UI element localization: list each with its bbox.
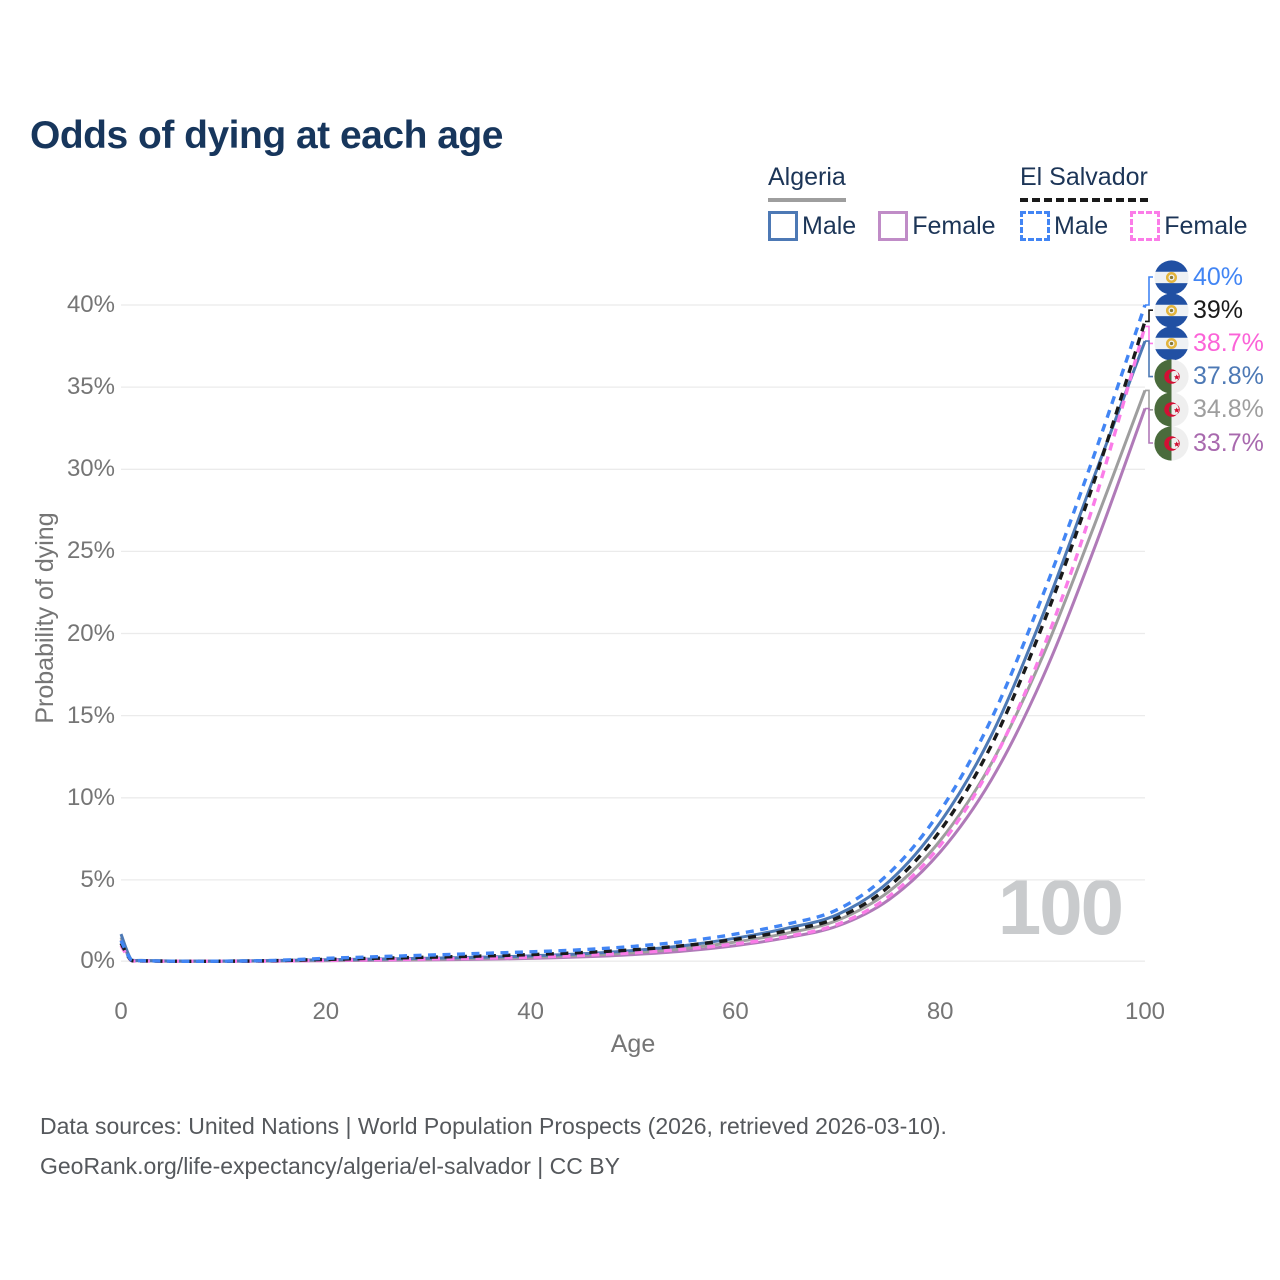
end-label-value: 34.8% <box>1193 395 1264 424</box>
end-label-value: 33.7% <box>1193 428 1264 457</box>
end-label-algeria-female: 33.7% <box>1154 425 1264 461</box>
y-tick-20%: 20% <box>66 619 115 647</box>
y-tick-5%: 5% <box>80 865 115 893</box>
algeria-flag-icon <box>1154 425 1189 461</box>
x-tick-40: 40 <box>517 998 544 1025</box>
end-label-leader <box>1145 407 1153 444</box>
legend-item-el-salvador-male[interactable]: Male <box>1020 211 1108 241</box>
x-tick-60: 60 <box>722 998 749 1025</box>
y-tick-35%: 35% <box>66 373 115 401</box>
end-label-leader <box>1145 340 1153 378</box>
end-label-algeria-male: 37.8% <box>1154 359 1264 395</box>
el-salvador-flag-icon <box>1154 293 1189 328</box>
legend-item-algeria-female[interactable]: Female <box>878 211 996 241</box>
legend-country-el-salvador[interactable]: El Salvador <box>1020 163 1148 202</box>
el-salvador-female-swatch-icon <box>1130 211 1161 241</box>
legend-group-algeria: Algeria Male Female <box>768 163 1018 241</box>
y-axis-title: Probability of dying <box>31 512 59 724</box>
algeria-male-swatch-icon <box>768 211 798 241</box>
algeria-female-swatch-icon <box>878 211 909 241</box>
y-tick-25%: 25% <box>66 537 115 565</box>
x-tick-0: 0 <box>114 998 128 1025</box>
age-watermark: 100 <box>997 863 1124 951</box>
legend-item-label: Female <box>1164 211 1248 240</box>
legend-item-el-salvador-female[interactable]: Female <box>1130 211 1248 241</box>
end-label-value: 38.7% <box>1193 328 1264 357</box>
series-line-el-salvador-female[interactable] <box>119 325 1147 963</box>
legend-item-label: Female <box>912 211 996 240</box>
end-label-el-salvador-both: 39% <box>1154 292 1243 328</box>
end-label-leader <box>1145 389 1153 411</box>
end-label-leader <box>1145 276 1153 306</box>
x-axis-title: Age <box>610 1030 656 1058</box>
el-salvador-flag-icon <box>1154 259 1189 295</box>
end-label-leader <box>1145 325 1153 345</box>
series-line-el-salvador-male[interactable] <box>119 304 1147 963</box>
legend-item-label: Male <box>1054 211 1109 240</box>
y-tick-30%: 30% <box>66 455 115 483</box>
y-tick-15%: 15% <box>66 701 115 729</box>
el-salvador-flag-icon <box>1154 326 1189 361</box>
algeria-flag-icon <box>1154 359 1189 394</box>
end-label-value: 39% <box>1193 295 1244 324</box>
x-tick-100: 100 <box>1124 998 1166 1025</box>
end-label-value: 37.8% <box>1193 362 1264 391</box>
legend-group-el-salvador: El Salvador Male Female <box>1020 163 1270 241</box>
el-salvador-male-swatch-icon <box>1020 211 1050 241</box>
y-tick-0%: 0% <box>80 947 115 975</box>
footer: Data sources: United Nations | World Pop… <box>40 1106 947 1186</box>
legend-item-algeria-male[interactable]: Male <box>768 211 856 241</box>
page-title: Odds of dying at each age <box>30 114 503 158</box>
end-label-el-salvador-male: 40% <box>1154 259 1243 295</box>
attribution-text: GeoRank.org/life-expectancy/algeria/el-s… <box>40 1153 620 1179</box>
legend-country-algeria[interactable]: Algeria <box>768 163 846 202</box>
end-label-el-salvador-female: 38.7% <box>1154 325 1264 361</box>
x-tick-80: 80 <box>926 998 954 1025</box>
end-label-algeria-both: 34.8% <box>1154 392 1264 428</box>
y-tick-10%: 10% <box>66 783 115 811</box>
y-tick-40%: 40% <box>66 291 115 318</box>
algeria-flag-icon <box>1154 392 1189 427</box>
legend-item-label: Male <box>802 211 857 240</box>
x-tick-20: 20 <box>312 998 340 1025</box>
series-line-el-salvador-both[interactable] <box>119 320 1147 963</box>
end-label-leader <box>1145 309 1153 323</box>
data-source-text: Data sources: United Nations | World Pop… <box>40 1113 947 1139</box>
end-label-value: 40% <box>1193 262 1244 291</box>
